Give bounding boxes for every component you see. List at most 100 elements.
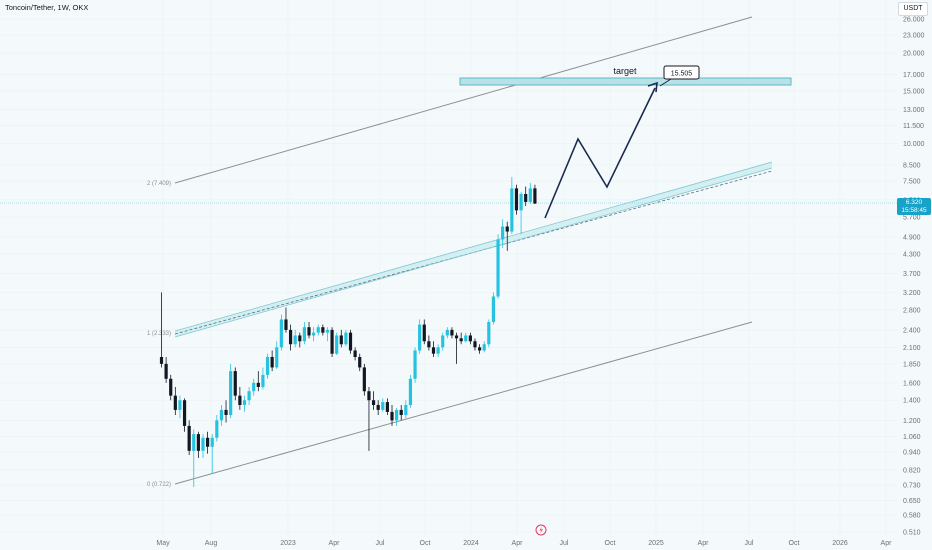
candle-body[interactable] — [279, 319, 283, 348]
candle-body[interactable] — [339, 335, 343, 345]
candle-body[interactable] — [362, 367, 366, 392]
candle-body[interactable] — [261, 374, 265, 387]
candle-body[interactable] — [169, 378, 173, 396]
candle-body[interactable] — [316, 327, 320, 333]
lower-channel-line[interactable] — [174, 321, 753, 485]
candle-body[interactable] — [252, 382, 256, 392]
candle-body[interactable] — [348, 332, 353, 351]
currency-button[interactable]: USDT — [898, 2, 928, 16]
candle-body[interactable] — [454, 335, 459, 339]
candle-body[interactable] — [298, 335, 302, 342]
time-tick-label: Oct — [789, 540, 800, 547]
candle-body[interactable] — [247, 391, 251, 401]
candle-body[interactable] — [330, 329, 334, 354]
candle-body[interactable] — [335, 335, 339, 354]
candle-body[interactable] — [288, 329, 293, 345]
candle-body[interactable] — [519, 194, 523, 211]
candle-body[interactable] — [413, 350, 417, 379]
candle-body[interactable] — [321, 327, 325, 333]
candle-body[interactable] — [422, 324, 426, 342]
candle-body[interactable] — [395, 409, 399, 421]
candle-body[interactable] — [427, 341, 431, 348]
candle-body[interactable] — [487, 321, 491, 345]
candle-body[interactable] — [473, 341, 477, 348]
candle-body[interactable] — [367, 391, 371, 401]
candle-body[interactable] — [270, 356, 274, 368]
candle-body[interactable] — [265, 356, 270, 375]
candle-body[interactable] — [390, 411, 394, 421]
target-callout-box[interactable] — [663, 65, 700, 80]
candle-body[interactable] — [344, 332, 348, 345]
candle-body[interactable] — [358, 356, 362, 368]
candle-body[interactable] — [307, 327, 311, 336]
candle-body[interactable] — [385, 402, 389, 412]
candle-body[interactable] — [450, 329, 454, 336]
candle-body[interactable] — [496, 239, 500, 297]
candle-body[interactable] — [477, 347, 482, 351]
middle-channel-dashed[interactable] — [174, 170, 773, 335]
candle-body[interactable] — [528, 188, 532, 202]
candle-body[interactable] — [482, 344, 486, 351]
candle-body[interactable] — [418, 324, 422, 351]
time-tick-label: 2026 — [832, 540, 848, 547]
candle-body[interactable] — [302, 327, 307, 342]
middle-channel-lower[interactable] — [174, 167, 773, 338]
candle-body[interactable] — [445, 329, 449, 336]
candle-body[interactable] — [238, 395, 242, 405]
candle-body[interactable] — [178, 400, 182, 410]
candle-body[interactable] — [173, 395, 177, 410]
candle-body[interactable] — [224, 409, 228, 416]
candle-body[interactable] — [196, 434, 200, 451]
candle-body[interactable] — [312, 332, 316, 336]
candle-body[interactable] — [431, 347, 436, 354]
candle-body[interactable] — [182, 400, 187, 426]
candle-body[interactable] — [459, 338, 463, 342]
candle-body[interactable] — [371, 400, 376, 405]
candle-body[interactable] — [229, 371, 233, 416]
candle-body[interactable] — [325, 329, 330, 333]
candle-body[interactable] — [219, 409, 224, 421]
projection-path[interactable] — [544, 87, 656, 219]
lightning-event-icon[interactable] — [535, 524, 547, 536]
candle-body[interactable] — [376, 404, 380, 410]
candle-body[interactable] — [164, 363, 168, 379]
candle-body[interactable] — [501, 226, 505, 240]
candle-body[interactable] — [381, 402, 385, 410]
candle-body[interactable] — [408, 378, 413, 405]
candle-body[interactable] — [215, 420, 219, 438]
candle-body[interactable] — [491, 296, 496, 322]
time-axis[interactable]: May Aug 2023 Apr Jul Oct 2024 Apr Jul Oct 2025 Apr J… — [156, 540, 892, 547]
candle-body[interactable] — [233, 371, 237, 396]
candle-body[interactable] — [524, 194, 528, 202]
candle-body[interactable] — [533, 188, 537, 204]
candle-body[interactable] — [353, 350, 357, 357]
candle-body[interactable] — [514, 188, 519, 211]
candle-body[interactable] — [242, 400, 247, 405]
candle-body[interactable] — [206, 437, 210, 447]
middle-channel-upper[interactable] — [174, 161, 773, 332]
price-tick-label: 7.500 — [903, 179, 921, 186]
candle-body[interactable] — [159, 356, 164, 364]
candle-body[interactable] — [275, 347, 279, 368]
candles-group[interactable] — [159, 176, 537, 488]
candle-body[interactable] — [404, 404, 408, 416]
upper-channel-line[interactable] — [174, 16, 753, 184]
candle-body[interactable] — [256, 382, 260, 387]
candle-body[interactable] — [284, 319, 288, 330]
candle-body[interactable] — [399, 409, 403, 416]
candle-body[interactable] — [464, 335, 468, 342]
candle-body[interactable] — [436, 347, 440, 354]
candle-body[interactable] — [441, 335, 445, 348]
candle-body[interactable] — [468, 335, 472, 342]
candle-body[interactable] — [210, 437, 214, 447]
candle-body[interactable] — [510, 188, 514, 232]
candle-body[interactable] — [192, 434, 196, 451]
candle-body[interactable] — [293, 335, 297, 345]
target-label: target — [613, 66, 637, 76]
price-axis[interactable]: 26.000 23.000 20.000 17.000 15.000 13.000 11.5… — [903, 17, 925, 537]
candle-body[interactable] — [505, 226, 509, 232]
candle-body[interactable] — [187, 425, 191, 451]
candle-body[interactable] — [201, 437, 205, 451]
target-zone[interactable] — [459, 77, 792, 86]
